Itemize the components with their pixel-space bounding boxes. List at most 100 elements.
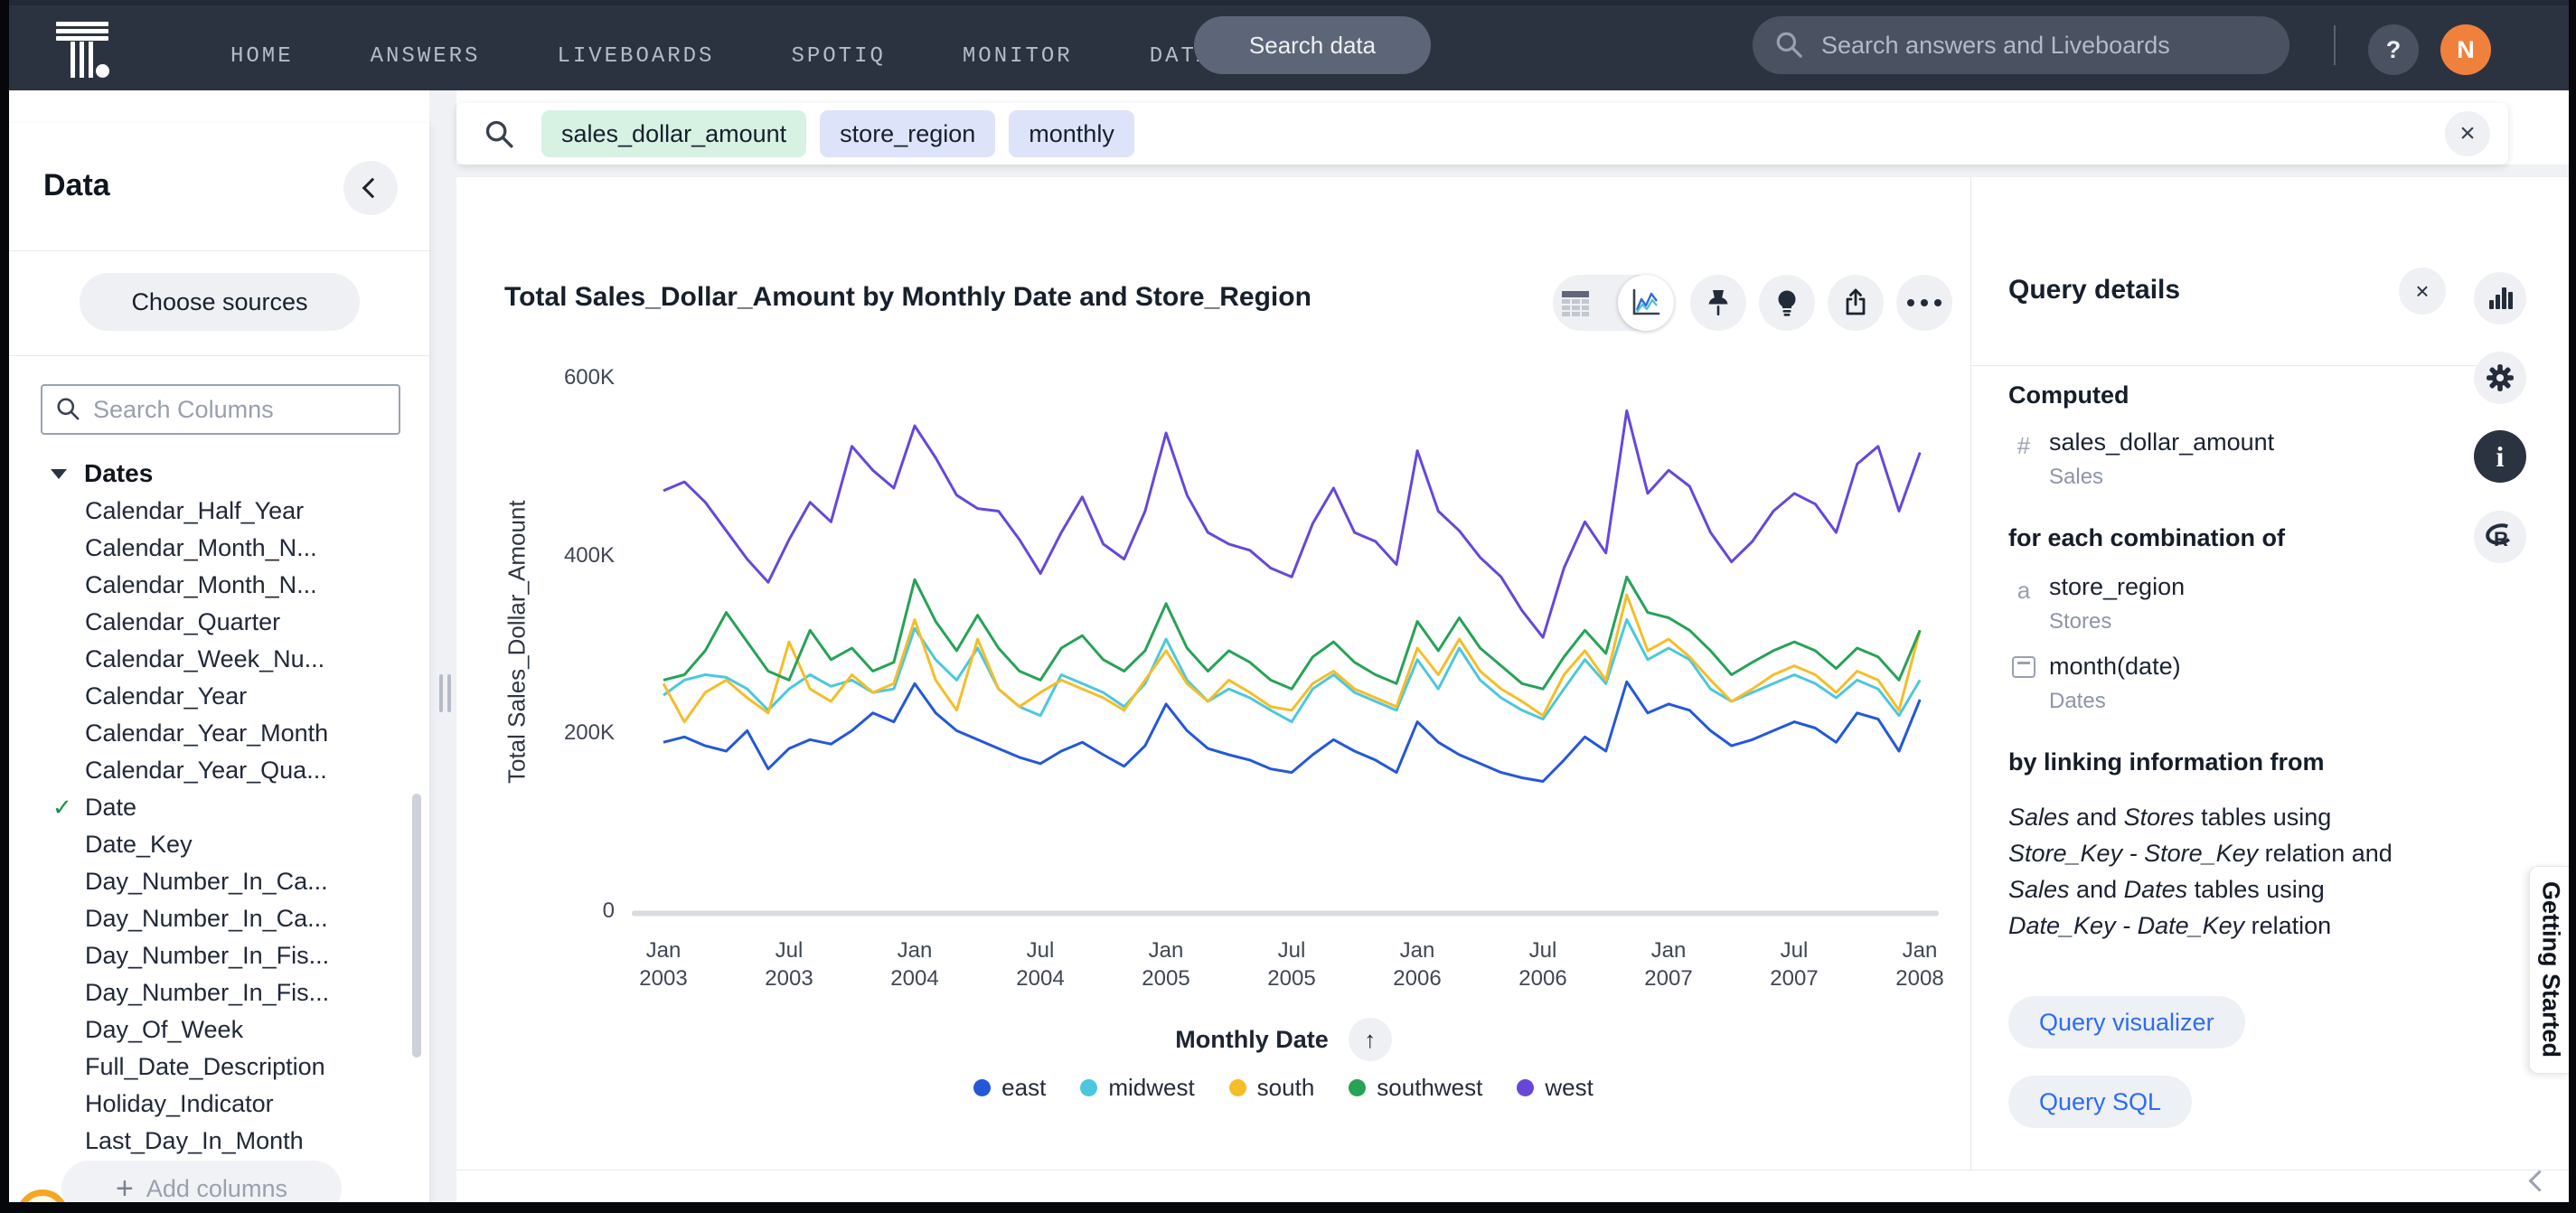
panel-resize-handle[interactable] — [439, 674, 454, 712]
legend-item-midwest[interactable]: midwest — [1080, 1074, 1194, 1102]
column-item-day_number_in_ca[interactable]: Day_Number_In_Ca... — [9, 863, 418, 900]
getting-started-label: Getting Started — [2537, 881, 2565, 1058]
table-group-dates[interactable]: Dates — [9, 455, 418, 493]
legend-item-south[interactable]: south — [1229, 1074, 1315, 1102]
global-search-input[interactable] — [1819, 31, 2248, 61]
view-toggle[interactable] — [1553, 275, 1674, 331]
query-sql-button[interactable]: Query SQL — [2008, 1076, 2192, 1128]
app-window: HOMEANSWERSLIVEBOARDSSPOTIQMONITORDATA S… — [0, 0, 2576, 1213]
choose-sources-button[interactable]: Choose sources — [80, 273, 360, 331]
column-item-calendar_week_nu[interactable]: Calendar_Week_Nu... — [9, 641, 418, 678]
table-view-icon[interactable] — [1560, 289, 1591, 316]
query-details-button[interactable]: i — [2474, 430, 2526, 483]
column-label: Calendar_Month_N... — [85, 534, 317, 562]
nav-divider — [2334, 25, 2336, 65]
nav-item-spotiq[interactable]: SPOTIQ — [791, 44, 885, 69]
column-label: Calendar_Quarter — [85, 608, 280, 636]
legend-dot — [1080, 1079, 1097, 1096]
column-item-calendar_year_month[interactable]: Calendar_Year_Month — [9, 715, 418, 752]
calendar-icon — [2012, 656, 2035, 678]
nav-item-liveboards[interactable]: LIVEBOARDS — [557, 44, 714, 69]
column-item-day_number_in_ca[interactable]: Day_Number_In_Ca... — [9, 900, 418, 937]
pin-button[interactable] — [1690, 275, 1746, 331]
column-item-calendar_half_year[interactable]: Calendar_Half_Year — [9, 493, 418, 530]
settings-button[interactable] — [2474, 352, 2526, 404]
column-item-calendar_month_n[interactable]: Calendar_Month_N... — [9, 567, 418, 604]
search-token-store_region[interactable]: store_region — [820, 110, 995, 157]
x-axis-label: Monthly Date — [1175, 1026, 1329, 1054]
thoughtspot-logo-icon[interactable] — [56, 22, 112, 80]
column-item-last_day_in_month[interactable]: Last_Day_In_Month — [9, 1123, 418, 1160]
y-axis-label: Total Sales_Dollar_Amount — [499, 371, 535, 913]
column-label: Calendar_Month_N... — [85, 571, 317, 599]
share-button[interactable] — [1828, 275, 1884, 331]
chart-config-button[interactable] — [2474, 272, 2526, 324]
table-group-label: Dates — [84, 459, 153, 488]
search-data-button[interactable]: Search data — [1194, 16, 1431, 74]
hash-icon: # — [2008, 432, 2039, 460]
column-item-calendar_month_n[interactable]: Calendar_Month_N... — [9, 530, 418, 567]
column-item-day_of_week[interactable]: Day_Of_Week — [9, 1011, 418, 1048]
r-analysis-button[interactable]: R — [2474, 511, 2526, 563]
column-label: Calendar_Year — [85, 682, 247, 710]
divider — [9, 355, 429, 356]
column-label: Holiday_Indicator — [85, 1090, 274, 1118]
legend-item-southwest[interactable]: southwest — [1349, 1074, 1482, 1102]
panel-gap — [429, 90, 456, 1202]
global-search — [1753, 16, 2289, 74]
help-button[interactable]: ? — [2368, 24, 2419, 75]
column-label: Last_Day_In_Month — [85, 1127, 304, 1155]
more-options-button[interactable] — [1896, 275, 1952, 331]
nav-item-monitor[interactable]: MONITOR — [963, 44, 1073, 69]
search-token-sales_dollar_amount[interactable]: sales_dollar_amount — [541, 110, 806, 157]
letter-a-icon: a — [2008, 577, 2039, 605]
chevron-left-icon[interactable] — [2528, 1170, 2550, 1191]
query-visualizer-button[interactable]: Query visualizer — [2008, 996, 2245, 1048]
column-item-calendar_year[interactable]: Calendar_Year — [9, 678, 418, 715]
column-list-scrollbar[interactable] — [412, 794, 421, 1058]
collapse-panel-button[interactable] — [343, 161, 398, 215]
screen-frame — [2569, 0, 2576, 1213]
column-label: Date_Key — [85, 831, 193, 859]
column-search-input[interactable] — [91, 395, 375, 425]
legend-label: south — [1257, 1074, 1315, 1102]
chart-view-icon[interactable] — [1618, 275, 1674, 331]
top-navbar: HOMEANSWERSLIVEBOARDSSPOTIQMONITORDATA S… — [0, 0, 2576, 90]
x-tick-Jan-2003: Jan2003 — [639, 936, 687, 992]
column-item-calendar_year_qua[interactable]: Calendar_Year_Qua... — [9, 752, 418, 789]
x-tick-Jan-2004: Jan2004 — [890, 936, 938, 992]
divider — [9, 250, 429, 251]
column-item-holiday_indicator[interactable]: Holiday_Indicator — [9, 1086, 418, 1123]
y-tick-200K: 200K — [533, 720, 615, 746]
sort-ascending-button[interactable]: ↑ — [1349, 1018, 1392, 1061]
column-item-calendar_quarter[interactable]: Calendar_Quarter — [9, 604, 418, 641]
nav-menu: HOMEANSWERSLIVEBOARDSSPOTIQMONITORDATA — [230, 0, 1212, 101]
legend-item-west[interactable]: west — [1517, 1074, 1593, 1102]
column-label: Day_Number_In_Ca... — [85, 868, 328, 896]
nav-item-home[interactable]: HOME — [230, 44, 294, 69]
column-item-day_number_in_fis[interactable]: Day_Number_In_Fis... — [9, 937, 418, 974]
add-columns-button[interactable]: + Add columns — [61, 1161, 342, 1202]
column-item-date_key[interactable]: Date_Key — [9, 826, 418, 863]
legend-dot — [973, 1079, 991, 1096]
legend-label: southwest — [1377, 1074, 1482, 1102]
avatar[interactable]: N — [2440, 24, 2491, 75]
nav-item-answers[interactable]: ANSWERS — [371, 44, 481, 69]
data-panel-title: Data — [43, 168, 110, 203]
getting-started-tab[interactable]: Getting Started — [2529, 866, 2571, 1074]
linking-line: Date_Key - Date_Key relation — [2008, 907, 2478, 944]
legend-item-east[interactable]: east — [973, 1074, 1046, 1102]
x-tick-Jan-2005: Jan2005 — [1142, 936, 1189, 992]
column-item-date[interactable]: ✓Date — [9, 789, 418, 826]
query-column-name: month(date) — [2049, 653, 2181, 681]
spotiq-insights-button[interactable] — [1759, 275, 1815, 331]
y-tick-0: 0 — [533, 898, 615, 924]
arrow-up-icon: ↑ — [1364, 1026, 1376, 1054]
column-list: Dates Calendar_Half_Year Calendar_Month_N… — [9, 455, 418, 1161]
linking-description: Sales and Stores tables usingStore_Key -… — [2008, 799, 2478, 944]
close-query-details-button[interactable]: × — [2399, 268, 2446, 315]
clear-search-button[interactable]: × — [2445, 111, 2490, 156]
column-item-full_date_description[interactable]: Full_Date_Description — [9, 1048, 418, 1086]
column-item-day_number_in_fis[interactable]: Day_Number_In_Fis... — [9, 974, 418, 1011]
search-token-monthly[interactable]: monthly — [1009, 110, 1134, 157]
